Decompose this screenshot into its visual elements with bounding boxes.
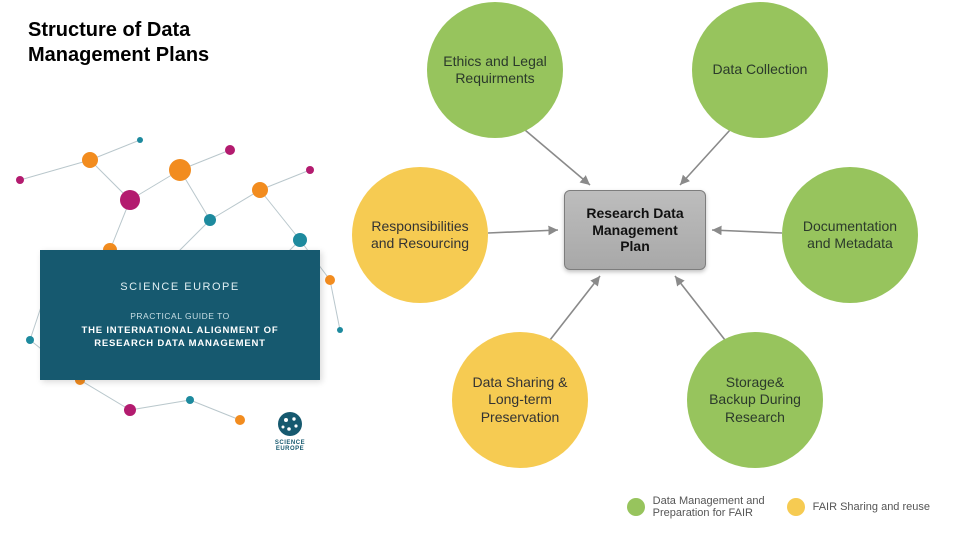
dmp-diagram: Research DataManagementPlanEthics and Le… [360,0,960,500]
arrow-sharing [550,276,600,340]
legend-dot [787,498,805,516]
page-title: Structure of DataManagement Plans [28,18,209,68]
legend: Data Management andPreparation for FAIR F… [627,495,930,520]
card-line2: PRACTICAL GUIDE TO [130,311,230,321]
logo-label: SCIENCEEUROPE [270,440,310,452]
node-ethics: Ethics and LegalRequirments [427,2,563,138]
arrow-collect [680,130,730,185]
guide-cover-card: SCIENCE EUROPE PRACTICAL GUIDE TO THE IN… [40,250,320,380]
legend-label: FAIR Sharing and reuse [813,501,930,514]
center-box: Research DataManagementPlan [564,190,706,270]
arrow-ethics [525,130,590,185]
arrow-docmeta [712,230,782,233]
card-brand: SCIENCE EUROPE [120,281,239,293]
node-collect: Data Collection [692,2,828,138]
card-line4: RESEARCH DATA MANAGEMENT [94,338,266,349]
globe-icon [276,410,304,438]
left-illustration: SCIENCE EUROPE PRACTICAL GUIDE TO THE IN… [0,120,350,470]
arrow-respons [488,230,558,233]
card-line3: THE INTERNATIONAL ALIGNMENT OF [82,325,279,336]
node-storage: Storage&Backup DuringResearch [687,332,823,468]
arrow-storage [675,276,725,340]
legend-item-0: Data Management andPreparation for FAIR [627,495,765,520]
science-europe-logo: SCIENCEEUROPE [270,410,310,452]
legend-dot [627,498,645,516]
legend-item-1: FAIR Sharing and reuse [787,498,930,516]
node-docmeta: Documentationand Metadata [782,167,918,303]
legend-label: Data Management andPreparation for FAIR [653,495,765,520]
node-respons: Responsibilitiesand Resourcing [352,167,488,303]
node-sharing: Data Sharing &Long-termPreservation [452,332,588,468]
